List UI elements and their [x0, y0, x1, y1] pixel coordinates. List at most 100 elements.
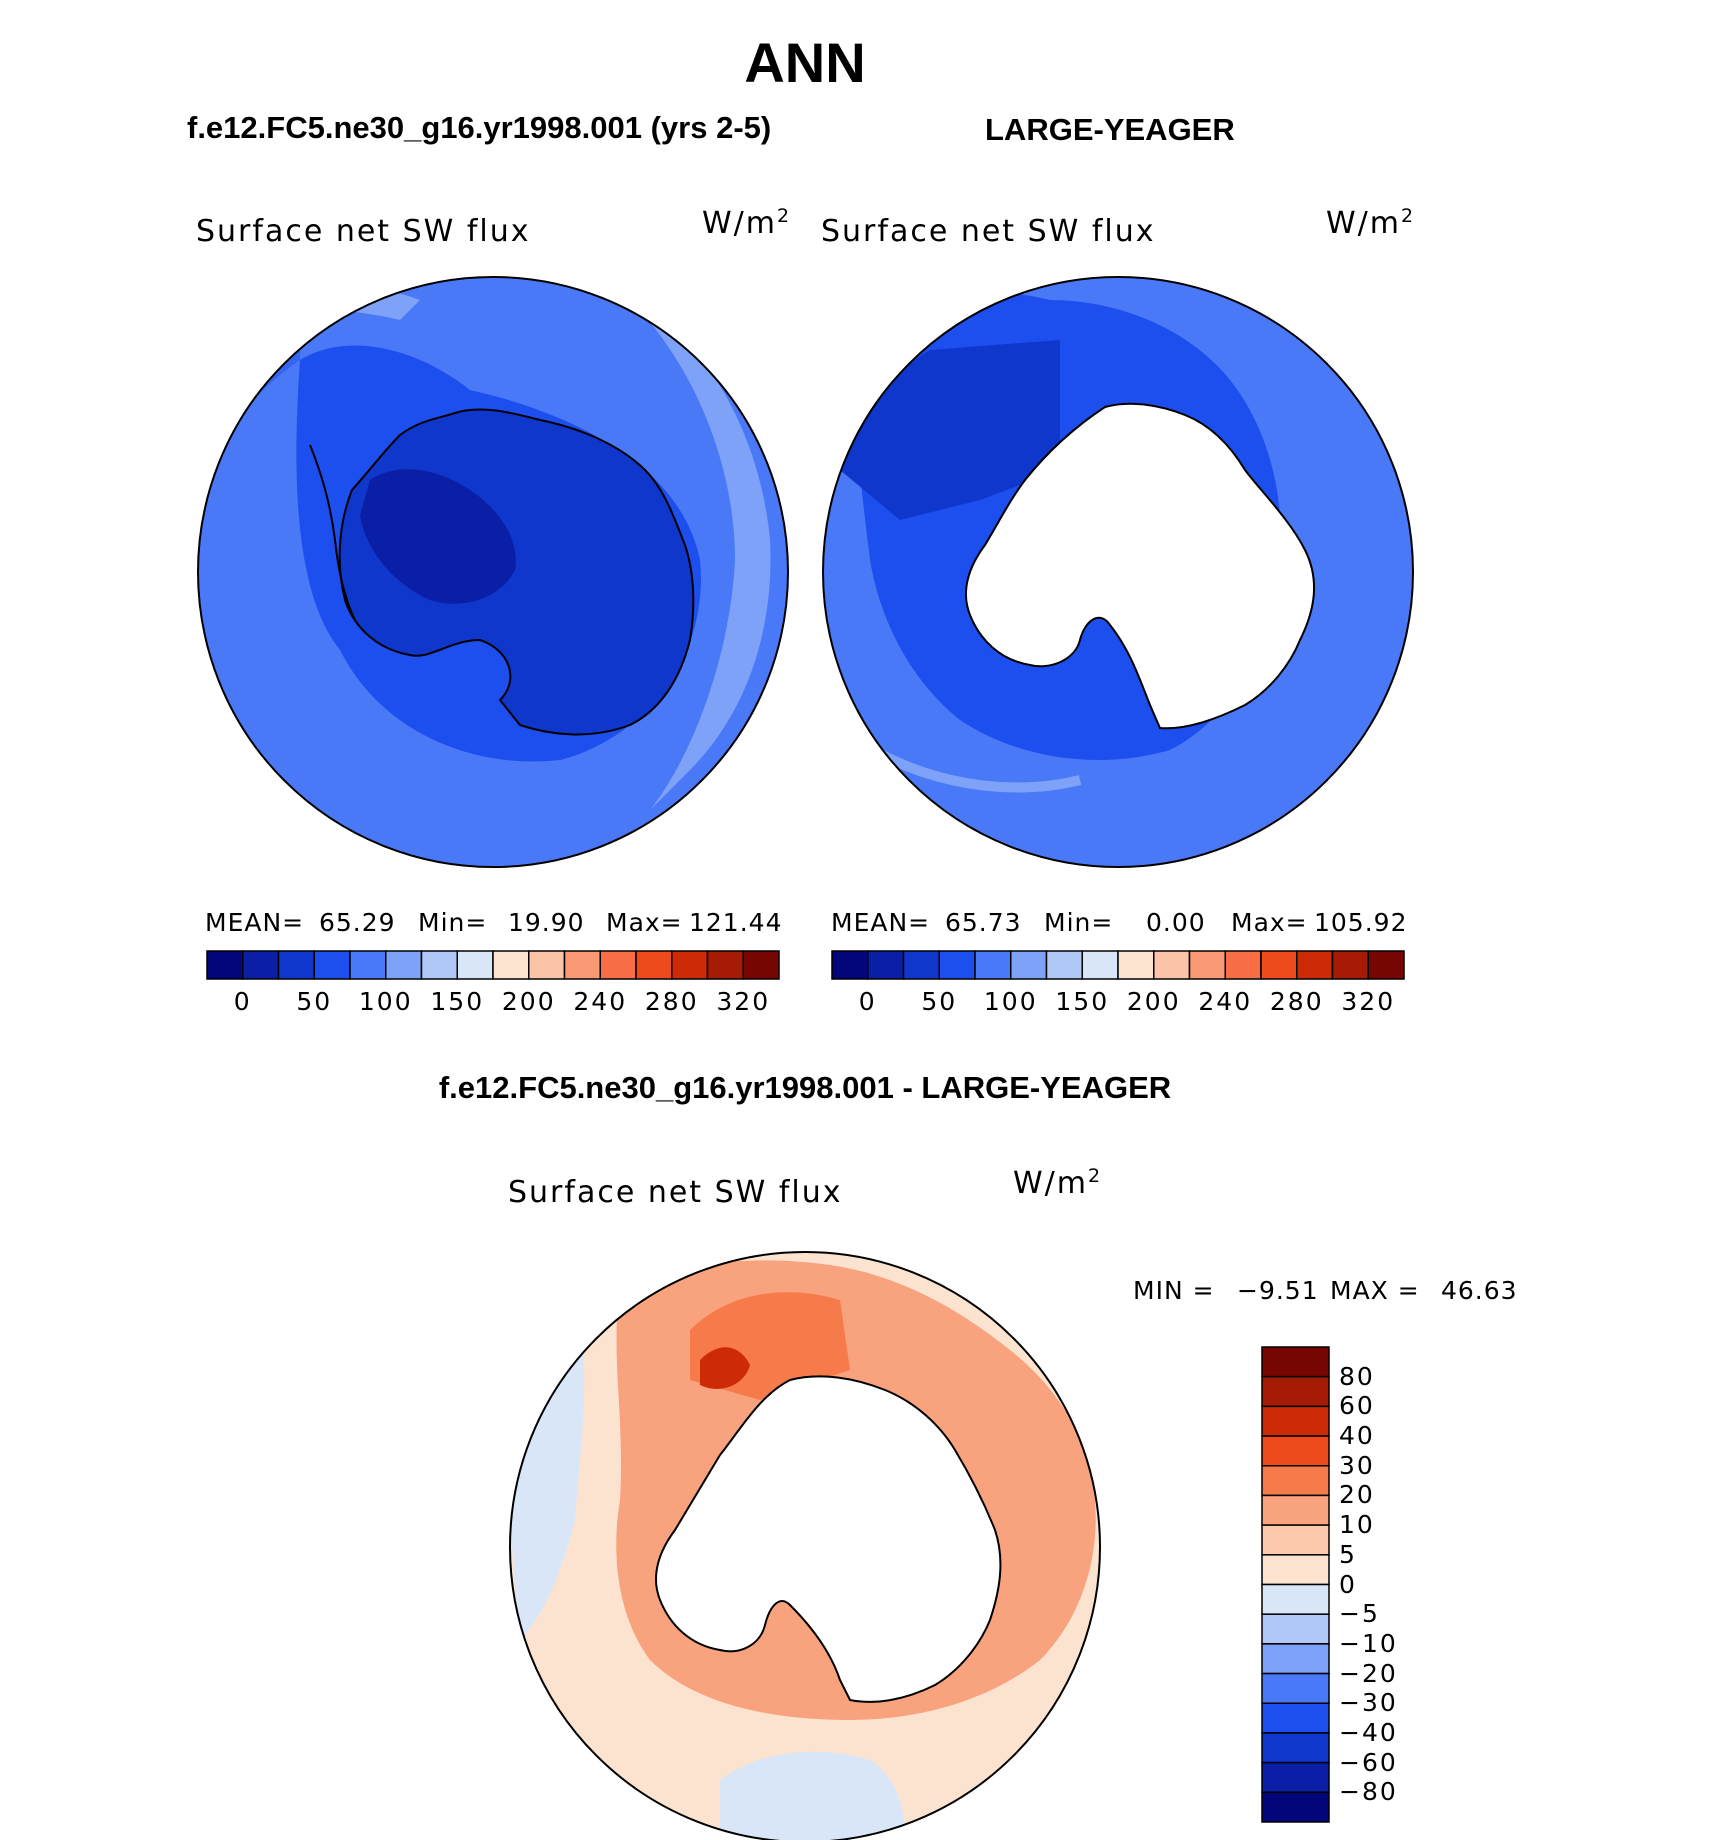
colorbar-1-swatch: [206, 950, 244, 980]
colorbar-3-tick-label: 5: [1339, 1539, 1357, 1569]
colorbar-panel-1: [206, 950, 780, 980]
map1-peninsula-coast: [309, 444, 356, 621]
colorbar-3-swatch: [1261, 1465, 1330, 1497]
colorbar-2-tick-label: 320: [1341, 987, 1396, 1016]
colorbar-1-tick-label: 50: [296, 987, 333, 1016]
colorbar-2-swatch: [831, 950, 869, 980]
map3-antarctica-missing-data: [655, 1375, 1002, 1703]
panel2-stat-mean-value: 65.73: [945, 908, 1022, 937]
colorbar-1-swatch: [242, 950, 280, 980]
colorbar-3-tick-label: 80: [1339, 1361, 1375, 1391]
colorbar-2-tick-label: 200: [1126, 987, 1181, 1016]
colorbar-2-swatch: [1224, 950, 1262, 980]
panel3-stat-max-value: 46.63: [1441, 1276, 1518, 1305]
colorbar-3-swatch: [1261, 1791, 1330, 1823]
colorbar-3-swatch: [1261, 1761, 1330, 1794]
panel1-stat-min-value: 19.90: [508, 908, 585, 937]
colorbar-3-swatch: [1261, 1702, 1330, 1734]
colorbar-1-tick-label: 100: [358, 987, 413, 1016]
colorbar-1-swatch: [385, 950, 423, 980]
colorbar-2-swatch: [1010, 950, 1048, 980]
colorbar-1-swatch: [671, 950, 709, 980]
colorbar-2-tick-label: 0: [858, 987, 877, 1016]
panel1-stat-mean-label: MEAN=: [205, 908, 305, 937]
colorbar-3-swatch: [1261, 1643, 1330, 1675]
map2-dark-sector: [840, 340, 1060, 520]
panel3-stat-min-value: −9.51: [1237, 1276, 1319, 1305]
colorbar-3-swatch: [1261, 1405, 1330, 1437]
colorbar-3-swatch: [1261, 1435, 1330, 1467]
colorbar-3-tick-label: −30: [1339, 1688, 1398, 1718]
colorbar-1-swatch: [456, 950, 494, 980]
colorbar-3-swatch: [1261, 1375, 1330, 1408]
colorbar-2-swatch: [938, 950, 976, 980]
panel2-units-label: W/m2: [1326, 205, 1416, 241]
map1-light-band-east: [630, 300, 771, 810]
map2-antarctica-missing-data: [965, 402, 1316, 730]
panel1-units-label: W/m2: [702, 205, 792, 241]
colorbar-3-swatch: [1261, 1346, 1330, 1378]
colorbar-3-tick-label: −40: [1339, 1717, 1398, 1747]
colorbar-2-swatch: [1081, 950, 1119, 980]
colorbar-1-swatch: [349, 950, 387, 980]
colorbar-1-swatch: [277, 950, 315, 980]
colorbar-3-tick-label: −80: [1339, 1777, 1398, 1807]
colorbar-3-swatch: [1261, 1732, 1330, 1764]
colorbar-3-tick-label: −10: [1339, 1628, 1398, 1658]
colorbar-2-swatch: [1260, 950, 1298, 980]
colorbar-3-swatch: [1261, 1494, 1330, 1526]
panel3-units-label: W/m2: [1013, 1165, 1103, 1201]
panel3-variable-label: Surface net SW flux: [508, 1175, 843, 1210]
map3-outline: [509, 1251, 1101, 1840]
colorbar-2-swatch: [1188, 950, 1226, 980]
map1-antarctica-interior: [360, 469, 516, 604]
colorbar-2-swatch: [1117, 950, 1155, 980]
colorbar-2-swatch: [974, 950, 1012, 980]
colorbar-2-swatch: [1045, 950, 1083, 980]
panel3-stat-min-label: MIN =: [1133, 1276, 1215, 1305]
colorbar-1-swatch: [706, 950, 744, 980]
colorbar-1-tick-label: 240: [573, 987, 628, 1016]
map-panel-2: [822, 276, 1414, 868]
map-panel-1: [197, 276, 789, 868]
colorbar-2-tick-label: 240: [1198, 987, 1253, 1016]
colorbar-1-swatch: [599, 950, 637, 980]
colorbar-2-swatch: [1153, 950, 1191, 980]
colorbar-2-tick-label: 100: [983, 987, 1038, 1016]
panel1-stat-min-label: Min=: [418, 908, 488, 937]
map-panel-3: [509, 1251, 1101, 1840]
colorbar-1-swatch: [313, 950, 351, 980]
map1-outline: [197, 276, 789, 868]
map3-max-positive-patch: [700, 1347, 750, 1389]
colorbar-2-swatch: [902, 950, 940, 980]
colorbar-1-tick-label: 150: [430, 987, 485, 1016]
colorbar-2-tick-label: 50: [921, 987, 958, 1016]
panel3-stat-max-label: MAX =: [1330, 1276, 1420, 1305]
panel2-stat-min-value: 0.00: [1146, 908, 1206, 937]
colorbar-1-swatch: [492, 950, 530, 980]
colorbar-1-swatch: [563, 950, 601, 980]
colorbar-3-swatch: [1261, 1672, 1330, 1704]
colorbar-1-swatch: [742, 950, 780, 980]
panel2-stat-min-label: Min=: [1044, 908, 1114, 937]
colorbar-2-swatch: [1331, 950, 1369, 980]
panel1-stat-max-value: 121.44: [689, 908, 783, 937]
panel2-stat-max-label: Max=: [1231, 908, 1308, 937]
colorbar-1-tick-label: 200: [501, 987, 556, 1016]
colorbar-2-swatch: [867, 950, 905, 980]
panel2-stat-mean-label: MEAN=: [831, 908, 931, 937]
colorbar-3-tick-label: 0: [1339, 1569, 1357, 1599]
colorbar-1-tick-label: 0: [233, 987, 252, 1016]
colorbar-1-tick-label: 280: [644, 987, 699, 1016]
colorbar-3-tick-label: 40: [1339, 1421, 1375, 1451]
difference-title: f.e12.FC5.ne30_g16.yr1998.001 - LARGE-YE…: [438, 1070, 1172, 1105]
colorbar-2-swatch: [1367, 950, 1405, 980]
colorbar-2-swatch: [1296, 950, 1334, 980]
colorbar-3-tick-label: −60: [1339, 1747, 1398, 1777]
colorbar-3-tick-label: −5: [1339, 1599, 1380, 1629]
right-case-title: LARGE-YEAGER: [985, 112, 1235, 147]
left-case-title: f.e12.FC5.ne30_g16.yr1998.001 (yrs 2-5): [187, 110, 772, 145]
panel1-variable-label: Surface net SW flux: [196, 214, 531, 249]
colorbar-3-tick-label: 30: [1339, 1450, 1375, 1480]
